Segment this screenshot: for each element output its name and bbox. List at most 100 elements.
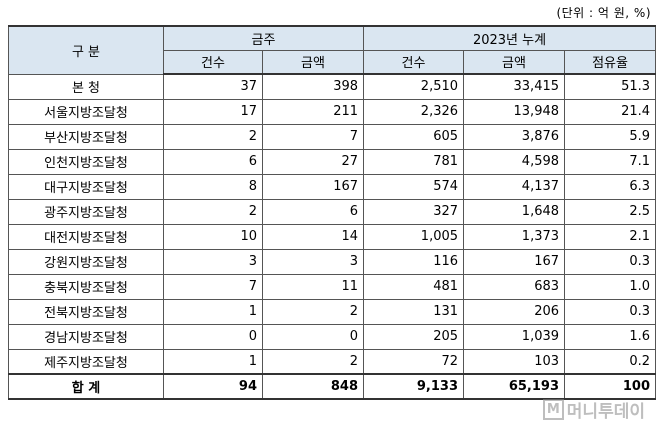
cell-amount-cumulative: 65,193 (463, 373, 566, 400)
procurement-table: 구 분 금주 2023년 누계 건수 금액 건수 금액 점유율 본 청 37 398… (8, 25, 657, 400)
cell-share: 7.1 (564, 148, 657, 175)
table-row: 인천지방조달청 6 27 781 4,598 7.1 (8, 148, 657, 175)
cell-share: 2.5 (564, 198, 657, 225)
cell-amount-this-week: 3 (261, 248, 365, 275)
cell-amount-this-week: 11 (261, 273, 365, 300)
header-amount-this-week: 금액 (261, 49, 365, 75)
cell-count-cumulative: 1,005 (363, 223, 465, 250)
cell-share: 0.3 (564, 298, 657, 325)
cell-amount-cumulative: 33,415 (463, 73, 566, 100)
cell-amount-this-week: 211 (261, 98, 365, 125)
table-row: 강원지방조달청 3 3 116 167 0.3 (8, 248, 657, 275)
table-row: 전북지방조달청 1 2 131 206 0.3 (8, 298, 657, 325)
cell-amount-this-week: 14 (261, 223, 365, 250)
cell-amount-this-week: 2 (261, 298, 365, 325)
cell-count-cumulative: 72 (363, 348, 465, 375)
cell-share: 1.6 (564, 323, 657, 350)
cell-count-this-week: 8 (163, 173, 263, 200)
unit-note: (단위 : 억 원, %) (556, 6, 651, 20)
table-row: 충북지방조달청 7 11 481 683 1.0 (8, 273, 657, 300)
cell-amount-this-week: 6 (261, 198, 365, 225)
cell-count-cumulative: 116 (363, 248, 465, 275)
cell-amount-cumulative: 167 (463, 248, 566, 275)
cell-count-this-week: 6 (163, 148, 263, 175)
cell-amount-cumulative: 1,039 (463, 323, 566, 350)
cell-count-this-week: 1 (163, 298, 263, 325)
cell-office-name: 전북지방조달청 (8, 298, 164, 325)
cell-office-name: 서울지방조달청 (8, 98, 164, 125)
cell-count-cumulative: 605 (363, 123, 465, 150)
cell-count-cumulative: 9,133 (363, 373, 465, 400)
cell-office-name: 합 계 (8, 373, 164, 400)
table-row: 서울지방조달청 17 211 2,326 13,948 21.4 (8, 98, 657, 125)
table-row: 본 청 37 398 2,510 33,415 51.3 (8, 73, 657, 100)
watermark-logo-icon: M (542, 399, 564, 420)
table-row: 대구지방조달청 8 167 574 4,137 6.3 (8, 173, 657, 200)
header-category: 구 분 (8, 25, 164, 75)
cell-share: 1.0 (564, 273, 657, 300)
cell-amount-this-week: 27 (261, 148, 365, 175)
cell-office-name: 본 청 (8, 73, 164, 100)
cell-share: 0.3 (564, 248, 657, 275)
cell-share: 5.9 (564, 123, 657, 150)
cell-count-cumulative: 574 (363, 173, 465, 200)
cell-amount-cumulative: 4,598 (463, 148, 566, 175)
cell-amount-cumulative: 683 (463, 273, 566, 300)
cell-share: 51.3 (564, 73, 657, 100)
cell-amount-this-week: 848 (261, 373, 365, 400)
cell-amount-this-week: 0 (261, 323, 365, 350)
table-row: 대전지방조달청 10 14 1,005 1,373 2.1 (8, 223, 657, 250)
watermark-text: 머니투데이 (566, 402, 645, 422)
cell-count-this-week: 3 (163, 248, 263, 275)
cell-office-name: 대구지방조달청 (8, 173, 164, 200)
cell-count-this-week: 2 (163, 123, 263, 150)
cell-count-this-week: 17 (163, 98, 263, 125)
cell-amount-cumulative: 3,876 (463, 123, 566, 150)
table-row: 경남지방조달청 0 0 205 1,039 1.6 (8, 323, 657, 350)
cell-share: 21.4 (564, 98, 657, 125)
cell-amount-cumulative: 1,373 (463, 223, 566, 250)
cell-share: 0.2 (564, 348, 657, 375)
cell-amount-this-week: 2 (261, 348, 365, 375)
cell-count-this-week: 37 (163, 73, 263, 100)
cell-count-this-week: 2 (163, 198, 263, 225)
table-row: 광주지방조달청 2 6 327 1,648 2.5 (8, 198, 657, 225)
cell-count-cumulative: 327 (363, 198, 465, 225)
header-share: 점유율 (564, 49, 657, 75)
cell-amount-cumulative: 1,648 (463, 198, 566, 225)
cell-count-cumulative: 205 (363, 323, 465, 350)
cell-office-name: 충북지방조달청 (8, 273, 164, 300)
cell-count-cumulative: 2,510 (363, 73, 465, 100)
cell-office-name: 부산지방조달청 (8, 123, 164, 150)
cell-amount-this-week: 167 (261, 173, 365, 200)
cell-count-this-week: 1 (163, 348, 263, 375)
watermark: M 머니투데이 (542, 397, 645, 422)
header-count-cumulative: 건수 (363, 49, 465, 75)
cell-amount-cumulative: 103 (463, 348, 566, 375)
cell-share: 2.1 (564, 223, 657, 250)
cell-count-this-week: 0 (163, 323, 263, 350)
cell-office-name: 제주지방조달청 (8, 348, 164, 375)
header-amount-cumulative: 금액 (463, 49, 566, 75)
cell-amount-cumulative: 4,137 (463, 173, 566, 200)
total-row: 합 계 94 848 9,133 65,193 100 (8, 373, 657, 400)
cell-count-this-week: 10 (163, 223, 263, 250)
cell-count-cumulative: 131 (363, 298, 465, 325)
header-this-week: 금주 (162, 25, 365, 51)
header-count-this-week: 건수 (163, 49, 263, 75)
cell-count-this-week: 7 (163, 273, 263, 300)
cell-amount-cumulative: 13,948 (463, 98, 566, 125)
cell-count-cumulative: 2,326 (363, 98, 465, 125)
table-row: 부산지방조달청 2 7 605 3,876 5.9 (8, 123, 657, 150)
cell-office-name: 광주지방조달청 (8, 198, 164, 225)
cell-share: 100 (564, 373, 657, 400)
cell-count-this-week: 94 (163, 373, 263, 400)
cell-share: 6.3 (564, 173, 657, 200)
cell-count-cumulative: 781 (363, 148, 465, 175)
cell-office-name: 인천지방조달청 (8, 148, 164, 175)
cell-office-name: 경남지방조달청 (8, 323, 164, 350)
table-row: 제주지방조달청 1 2 72 103 0.2 (8, 348, 657, 375)
cell-amount-this-week: 398 (261, 73, 365, 100)
header-cumulative: 2023년 누계 (363, 25, 657, 51)
cell-count-cumulative: 481 (363, 273, 465, 300)
